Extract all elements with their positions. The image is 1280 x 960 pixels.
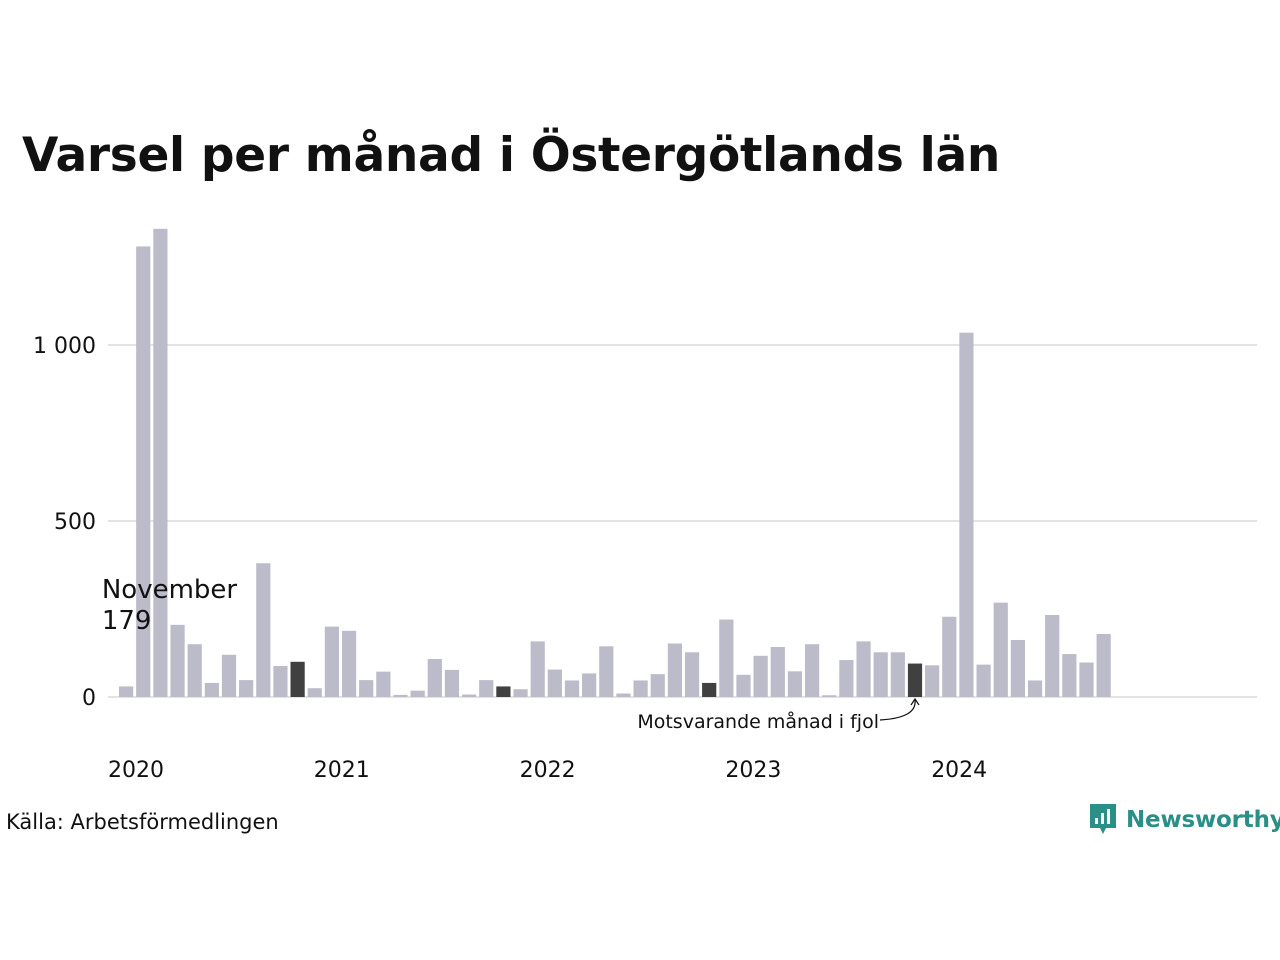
bar-2024-03 bbox=[976, 664, 991, 697]
bar-2023-10 bbox=[890, 652, 905, 697]
y-tick-label: 0 bbox=[82, 686, 96, 711]
x-tick-label: 2023 bbox=[725, 758, 781, 783]
y-axis-labels: 0 500 1 000 bbox=[33, 334, 96, 711]
bar-2020-02 bbox=[136, 246, 151, 697]
bar-2021-05 bbox=[393, 694, 408, 697]
bar-2021-11 bbox=[496, 686, 511, 697]
bar-chart-speech-bubble-icon bbox=[1090, 804, 1116, 834]
bar-2020-10 bbox=[273, 666, 288, 697]
bar-2021-07 bbox=[427, 658, 442, 697]
bar-2022-06 bbox=[616, 693, 631, 697]
bar-2023-07 bbox=[839, 660, 854, 697]
x-tick-label: 2020 bbox=[108, 758, 164, 783]
bar-2021-12 bbox=[513, 689, 528, 697]
bar-2021-06 bbox=[410, 690, 425, 697]
brand-logo: Newsworthy bbox=[1088, 802, 1280, 838]
bar-2021-04 bbox=[376, 671, 391, 697]
bar-2024-02 bbox=[959, 332, 974, 697]
bar-2024-08 bbox=[1062, 654, 1077, 697]
bar-2020-09 bbox=[256, 563, 271, 697]
bar-2023-12 bbox=[925, 665, 940, 697]
bar-2022-12 bbox=[719, 619, 734, 697]
bar-2022-04 bbox=[582, 673, 597, 697]
current-month-label: November bbox=[102, 575, 238, 605]
bar-2024-10 bbox=[1096, 633, 1111, 697]
bar-2020-05 bbox=[187, 644, 202, 697]
bar-2024-05 bbox=[1010, 639, 1025, 697]
chart-title: Varsel per månad i Östergötlands län bbox=[22, 128, 1001, 183]
x-tick-label: 2024 bbox=[931, 758, 987, 783]
bar-2020-01 bbox=[119, 686, 134, 697]
bar-2024-07 bbox=[1045, 614, 1060, 697]
bar-2022-07 bbox=[633, 680, 648, 697]
annotation-arrow bbox=[879, 699, 916, 721]
bar-2022-03 bbox=[564, 680, 580, 697]
bar-2023-09 bbox=[873, 652, 888, 697]
bar-2021-01 bbox=[324, 626, 339, 697]
brand-name: Newsworthy bbox=[1126, 807, 1280, 833]
bar-2021-03 bbox=[359, 680, 374, 697]
bar-2022-02 bbox=[547, 669, 562, 697]
prior-year-note: Motsvarande månad i fjol bbox=[637, 710, 879, 733]
bar-2021-09 bbox=[462, 694, 477, 697]
bar-2023-03 bbox=[770, 647, 785, 697]
bar-2023-01 bbox=[736, 674, 751, 697]
bar-2024-04 bbox=[993, 602, 1008, 697]
bar-2021-10 bbox=[479, 680, 494, 697]
bar-2021-02 bbox=[341, 630, 357, 697]
bar-2020-11 bbox=[290, 661, 305, 697]
bar-2022-08 bbox=[650, 674, 665, 697]
bars bbox=[119, 228, 1111, 697]
x-axis-labels: 2020 2021 2022 2023 2024 bbox=[108, 758, 987, 783]
bar-2024-01 bbox=[942, 616, 957, 697]
x-tick-label: 2021 bbox=[314, 758, 370, 783]
bar-2020-06 bbox=[204, 682, 219, 697]
bar-2024-06 bbox=[1027, 680, 1043, 697]
bar-2023-05 bbox=[805, 644, 820, 697]
y-tick-label: 500 bbox=[54, 510, 96, 535]
bar-2023-06 bbox=[822, 695, 837, 697]
bar-2023-04 bbox=[787, 671, 803, 697]
bar-2024-09 bbox=[1079, 662, 1094, 697]
y-tick-label: 1 000 bbox=[33, 334, 96, 359]
bar-2022-10 bbox=[684, 652, 700, 697]
bar-2021-08 bbox=[444, 669, 460, 697]
x-tick-label: 2022 bbox=[520, 758, 576, 783]
bar-2020-08 bbox=[239, 680, 254, 697]
bar-2020-04 bbox=[170, 624, 185, 697]
arrow-head bbox=[910, 697, 920, 706]
bar-2023-11 bbox=[907, 663, 923, 697]
bar-2022-09 bbox=[667, 643, 682, 697]
bar-2022-05 bbox=[599, 646, 614, 697]
current-value-label: 179 bbox=[102, 606, 152, 636]
bar-2020-12 bbox=[307, 688, 322, 697]
bar-2022-11 bbox=[702, 682, 717, 697]
grid-lines bbox=[108, 344, 1257, 698]
bar-2022-01 bbox=[530, 641, 545, 697]
bar-2020-03 bbox=[153, 228, 168, 697]
source-note: Källa: Arbetsförmedlingen bbox=[6, 810, 279, 834]
bar-2023-08 bbox=[856, 641, 871, 697]
bar-2023-02 bbox=[753, 655, 768, 697]
bar-chart: 0 500 1 000 2020 2021 2022 2023 2024 November1… bbox=[33, 228, 1257, 783]
bar-2020-07 bbox=[221, 654, 237, 697]
